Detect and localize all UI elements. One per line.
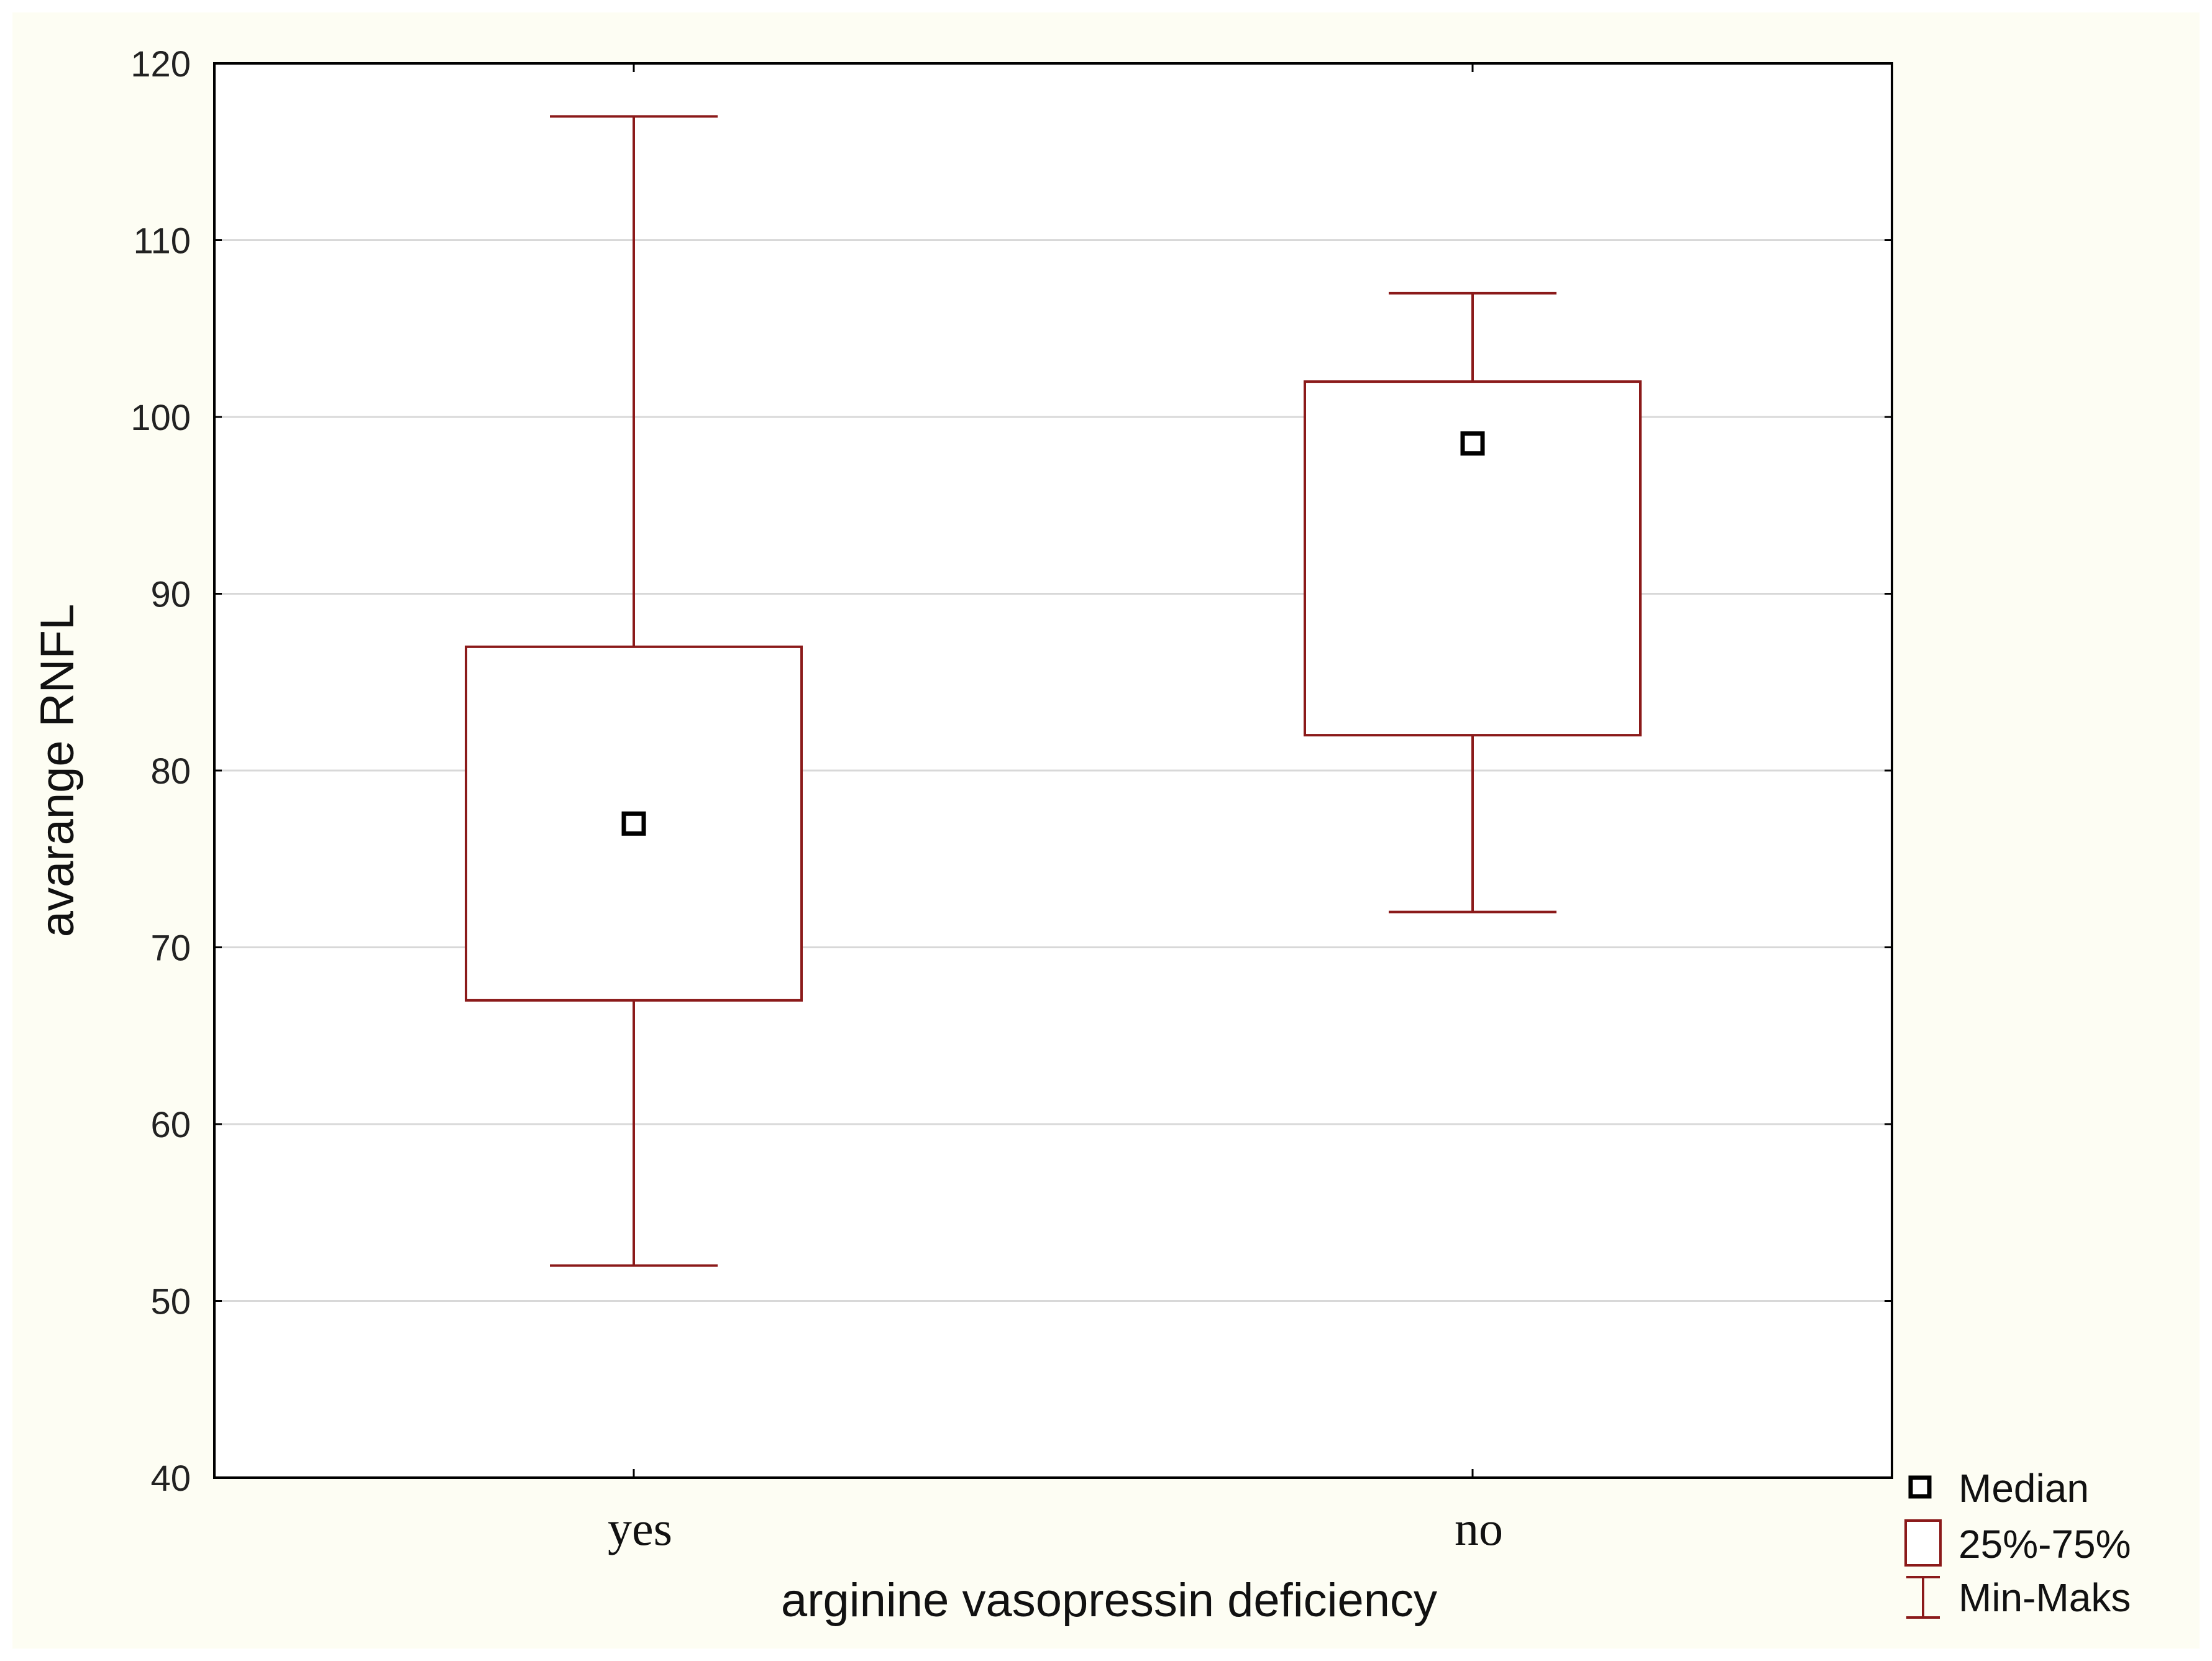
legend-whisker-label: Min-Maks	[1958, 1575, 2131, 1620]
x-tick-label-yes: yes	[608, 1501, 672, 1555]
legend: Median 25%-75% Min-Maks	[1904, 1466, 2131, 1620]
plot-border	[213, 62, 1893, 1479]
legend-median-icon	[1908, 1475, 1932, 1499]
y-tick-label: 110	[134, 221, 191, 262]
legend-box-label: 25%-75%	[1958, 1522, 2131, 1567]
box-no	[1304, 291, 1642, 913]
y-tick-label: 70	[150, 928, 191, 969]
y-tick-label: 50	[150, 1282, 191, 1322]
box-yes	[465, 115, 803, 1267]
box-plot-chart: 40 50 60 70 80 90 100 110 120 yes no arginine vas…	[31, 44, 2131, 1627]
chart-frame: 40 50 60 70 80 90 100 110 120 yes no arginine vas…	[12, 12, 2200, 1649]
boxes	[465, 115, 1642, 1267]
y-tick-label: 80	[150, 751, 191, 792]
y-tick-label: 40	[150, 1458, 191, 1499]
y-tick-labels: 40 50 60 70 80 90 100 110 120	[130, 44, 191, 1499]
x-tick-label-no: no	[1455, 1501, 1503, 1555]
y-tick-label: 120	[130, 44, 191, 85]
median-marker	[621, 811, 646, 836]
x-axis-title: arginine vasopressin deficiency	[781, 1574, 1437, 1627]
y-tick-label: 90	[150, 575, 191, 615]
y-tick-label: 60	[150, 1105, 191, 1145]
legend-whisker-icon	[1906, 1576, 1940, 1619]
legend-box-icon	[1904, 1519, 1942, 1567]
y-tick-label: 100	[130, 398, 191, 438]
median-marker	[1460, 431, 1485, 456]
x-tick-labels: yes no	[608, 1501, 1503, 1555]
y-axis-title: avarange RNFL	[31, 604, 84, 938]
legend-median-label: Median	[1958, 1466, 2089, 1511]
